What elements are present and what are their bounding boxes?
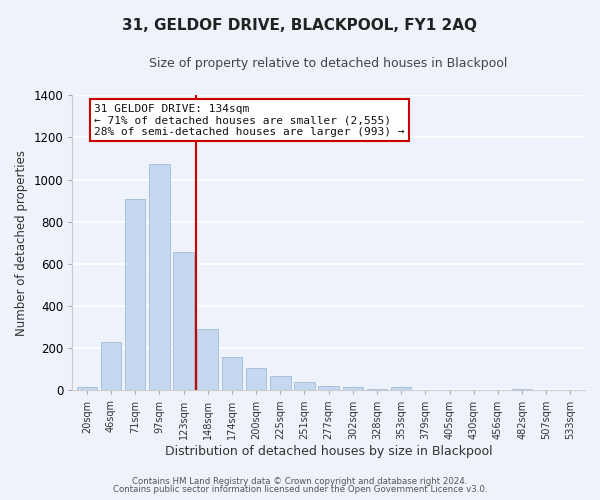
Bar (197, 328, 218, 390)
Bar (246, 368, 266, 390)
Bar (221, 357, 242, 390)
Bar (294, 382, 315, 390)
Bar (101, 342, 121, 390)
Title: Size of property relative to detached houses in Blackpool: Size of property relative to detached ho… (149, 58, 508, 70)
Bar (343, 388, 363, 390)
Bar (391, 388, 412, 390)
Bar (77, 388, 97, 390)
Bar (125, 198, 145, 390)
Text: Contains HM Land Registry data © Crown copyright and database right 2024.: Contains HM Land Registry data © Crown c… (132, 477, 468, 486)
Bar (319, 386, 339, 390)
Bar (149, 164, 170, 390)
Text: Contains public sector information licensed under the Open Government Licence v3: Contains public sector information licen… (113, 484, 487, 494)
Text: 31, GELDOF DRIVE, BLACKPOOL, FY1 2AQ: 31, GELDOF DRIVE, BLACKPOOL, FY1 2AQ (122, 18, 478, 32)
X-axis label: Distribution of detached houses by size in Blackpool: Distribution of detached houses by size … (165, 444, 493, 458)
Bar (173, 252, 194, 390)
Y-axis label: Number of detached properties: Number of detached properties (15, 150, 28, 336)
Text: 31 GELDOF DRIVE: 134sqm
← 71% of detached houses are smaller (2,555)
28% of semi: 31 GELDOF DRIVE: 134sqm ← 71% of detache… (94, 104, 404, 137)
Bar (270, 376, 290, 390)
